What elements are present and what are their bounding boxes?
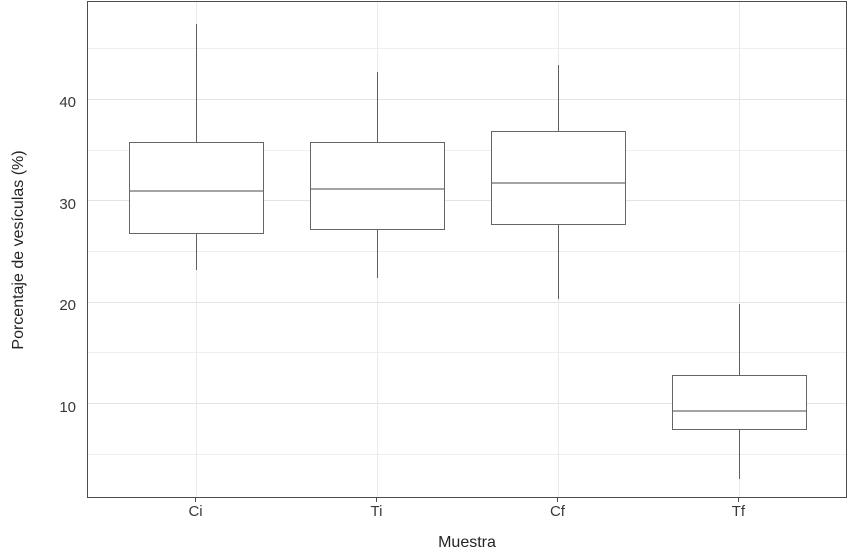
gridline-major-horizontal <box>88 98 846 100</box>
y-tick-label: 30 <box>59 195 76 213</box>
x-tick-mark <box>376 498 378 502</box>
box-Ti <box>309 141 446 231</box>
whisker-lower-Ci <box>196 234 198 270</box>
whisker-lower-Cf <box>557 225 559 300</box>
gridline-minor-horizontal <box>88 251 846 252</box>
box-Ci <box>128 141 265 235</box>
x-tick-label-Tf: Tf <box>731 503 746 520</box>
gridline-major-horizontal <box>88 403 846 405</box>
gridline-major-horizontal <box>88 200 846 202</box>
median-Tf <box>672 409 807 412</box>
median-Ci <box>129 189 264 192</box>
y-tick-label: 20 <box>59 297 76 315</box>
gridline-minor-horizontal <box>88 48 846 50</box>
whisker-upper-Ci <box>196 24 198 142</box>
gridline-category-vertical <box>738 2 740 497</box>
x-tick-label-Ti: Ti <box>370 503 383 520</box>
box-Cf <box>490 130 627 226</box>
whisker-upper-Cf <box>557 64 559 131</box>
y-tick-label: 40 <box>59 94 76 112</box>
x-tick-mark <box>737 498 739 502</box>
whisker-upper-Ti <box>377 71 379 142</box>
y-tick-label: 10 <box>59 398 76 416</box>
gridline-major-horizontal <box>88 301 846 303</box>
gridline-minor-horizontal <box>88 352 846 354</box>
median-Cf <box>491 181 626 184</box>
y-axis-title: Porcentaje de vesículas (%) <box>10 150 27 350</box>
x-tick-label-Ci: Ci <box>188 503 203 520</box>
x-tick-mark <box>195 498 197 502</box>
gridline-minor-horizontal <box>88 453 846 455</box>
x-tick-label-Cf: Cf <box>549 503 565 520</box>
box-Tf <box>671 375 808 431</box>
whisker-upper-Tf <box>738 304 740 376</box>
whisker-lower-Ti <box>377 230 379 278</box>
x-axis-title: Muestra <box>438 534 496 551</box>
gridline-minor-horizontal <box>88 149 846 151</box>
whisker-lower-Tf <box>738 430 740 479</box>
median-Ti <box>310 187 445 190</box>
plot-panel <box>87 1 847 498</box>
x-tick-mark <box>556 498 558 502</box>
